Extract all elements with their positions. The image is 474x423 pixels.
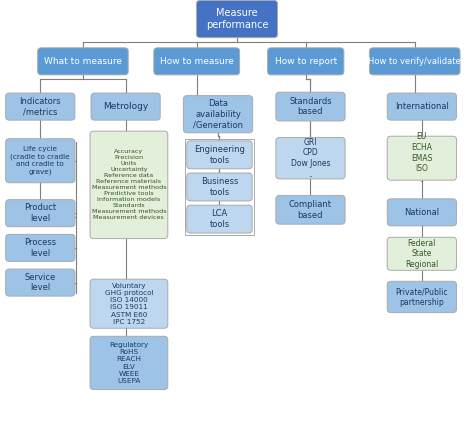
Text: Data
availability
/Generation: Data availability /Generation <box>193 99 243 129</box>
Text: Process
level: Process level <box>24 238 56 258</box>
Text: Private/Public
partnership: Private/Public partnership <box>396 287 448 307</box>
Text: Metrology: Metrology <box>103 102 148 111</box>
Text: International: International <box>395 102 449 111</box>
Text: Service
level: Service level <box>25 273 56 292</box>
FancyBboxPatch shape <box>187 173 252 201</box>
FancyBboxPatch shape <box>183 96 253 133</box>
FancyBboxPatch shape <box>91 93 160 120</box>
Text: Engineering
tools: Engineering tools <box>194 145 245 165</box>
Text: National: National <box>404 208 439 217</box>
FancyBboxPatch shape <box>370 48 460 75</box>
FancyBboxPatch shape <box>6 139 75 183</box>
Text: How to measure: How to measure <box>160 57 234 66</box>
Text: Regulatory
RoHS
REACH
ELV
WEEE
USEPA: Regulatory RoHS REACH ELV WEEE USEPA <box>109 342 148 384</box>
Text: Product
level: Product level <box>24 203 56 223</box>
FancyBboxPatch shape <box>187 205 252 233</box>
Text: Standards
based: Standards based <box>289 97 332 116</box>
Text: What to measure: What to measure <box>44 57 122 66</box>
FancyBboxPatch shape <box>387 199 456 226</box>
Text: Measure
performance: Measure performance <box>206 8 268 30</box>
Text: Compliant
based: Compliant based <box>289 200 332 220</box>
FancyBboxPatch shape <box>387 281 456 313</box>
FancyBboxPatch shape <box>276 195 345 224</box>
FancyBboxPatch shape <box>6 200 75 227</box>
FancyBboxPatch shape <box>37 48 128 75</box>
FancyBboxPatch shape <box>187 141 252 169</box>
Text: Business
tools: Business tools <box>201 177 238 197</box>
Text: LCA
tools: LCA tools <box>210 209 229 229</box>
Text: Life cycle
(cradle to cradle
and cradle to
grave): Life cycle (cradle to cradle and cradle … <box>10 146 70 175</box>
FancyBboxPatch shape <box>90 336 168 390</box>
FancyBboxPatch shape <box>6 269 75 296</box>
FancyBboxPatch shape <box>90 279 168 328</box>
Text: How to verify/validate: How to verify/validate <box>368 57 461 66</box>
FancyBboxPatch shape <box>6 234 75 261</box>
Text: GRI
CPD
Dow Jones
..: GRI CPD Dow Jones .. <box>291 137 330 179</box>
FancyBboxPatch shape <box>387 93 456 120</box>
FancyBboxPatch shape <box>196 0 277 38</box>
FancyBboxPatch shape <box>90 131 168 239</box>
Text: Federal
State
Regional: Federal State Regional <box>405 239 438 269</box>
Text: How to report: How to report <box>274 57 337 66</box>
Text: Voluntary
GHG protocol
ISO 14000
ISO 19011
ASTM E60
IPC 1752: Voluntary GHG protocol ISO 14000 ISO 190… <box>105 283 153 325</box>
FancyBboxPatch shape <box>387 136 456 180</box>
FancyBboxPatch shape <box>276 92 345 121</box>
FancyBboxPatch shape <box>154 48 239 75</box>
Text: EU
ECHA
EMAS
ISO
..: EU ECHA EMAS ISO .. <box>411 132 433 184</box>
FancyBboxPatch shape <box>276 137 345 179</box>
Text: Indicators
/metrics: Indicators /metrics <box>19 97 61 116</box>
FancyBboxPatch shape <box>6 93 75 120</box>
Text: Accuracy
Precision
Units
Uncertainty
Reference data
Reference materials
Measurem: Accuracy Precision Units Uncertainty Ref… <box>91 149 166 220</box>
FancyBboxPatch shape <box>267 48 344 75</box>
FancyBboxPatch shape <box>387 237 456 270</box>
